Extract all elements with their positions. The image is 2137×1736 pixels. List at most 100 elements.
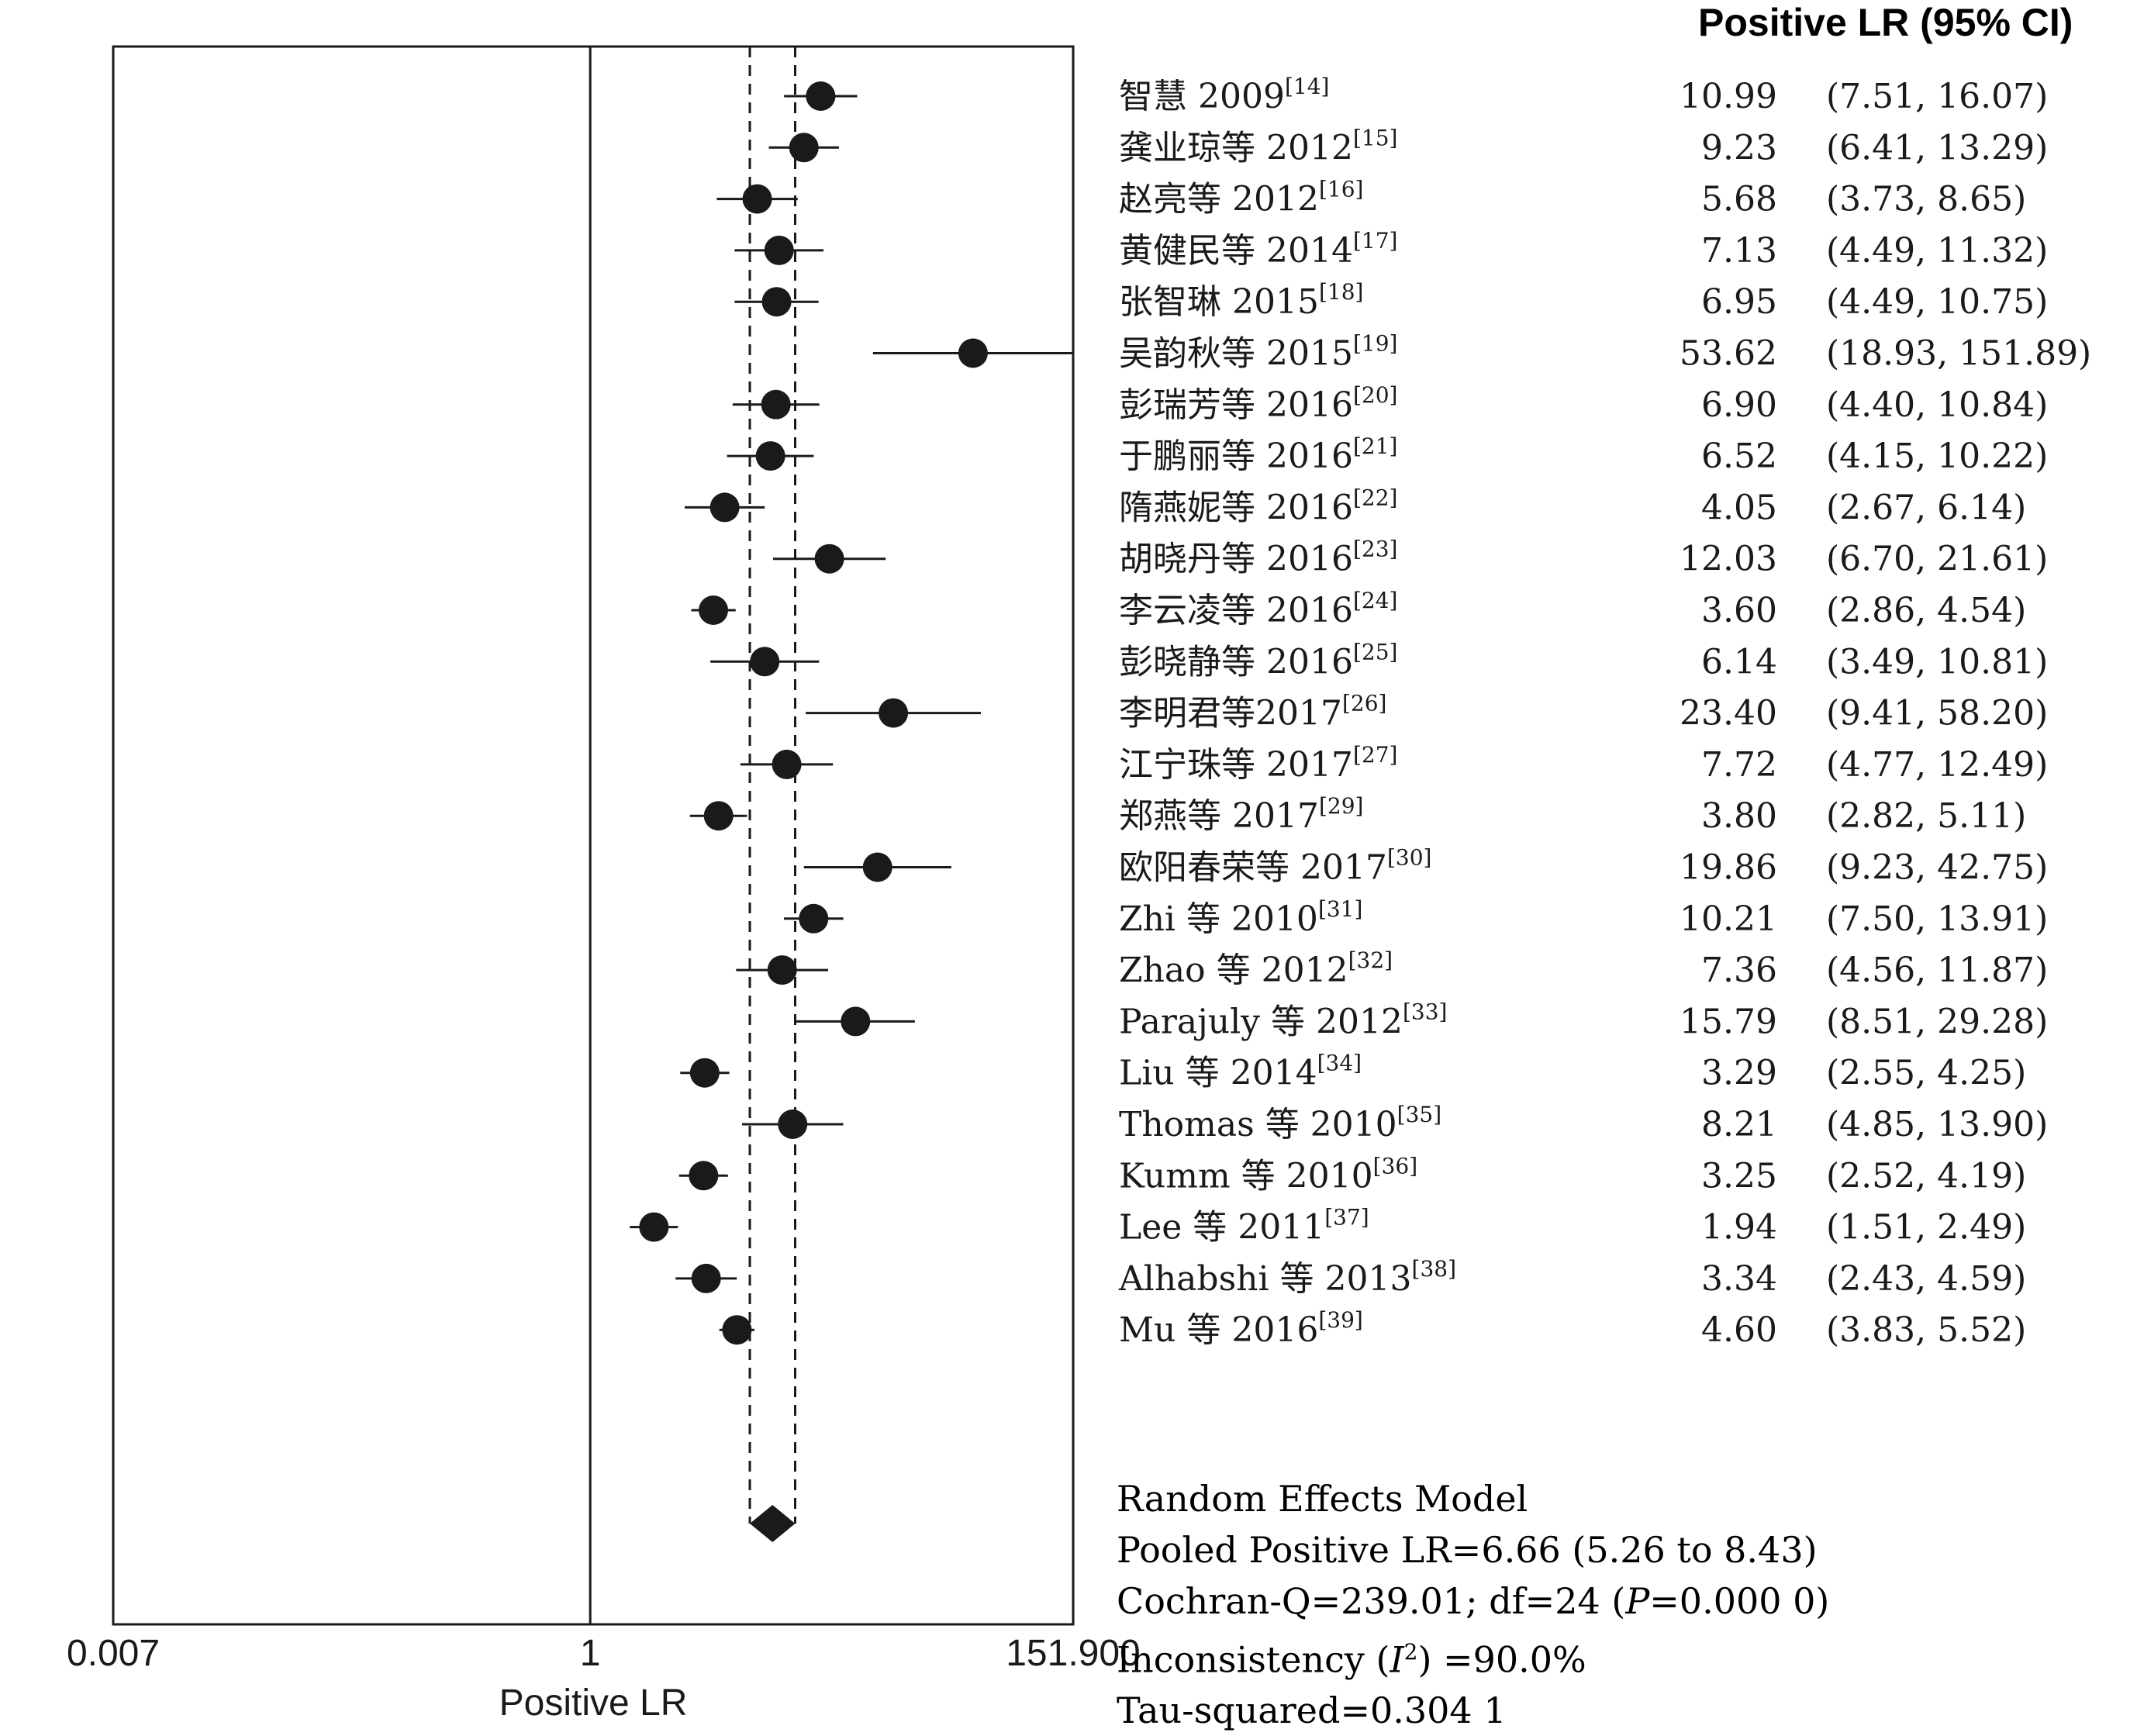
study-ref: [30] bbox=[1387, 845, 1431, 871]
study-label: 江宁珠等 2017[27] bbox=[1119, 742, 1397, 785]
study-name: 龚业琼等 2012 bbox=[1119, 128, 1353, 167]
study-name: 黄健民等 2014 bbox=[1119, 231, 1353, 271]
pooled-diamond bbox=[750, 1505, 796, 1542]
study-ref: [18] bbox=[1319, 279, 1363, 305]
study-ci: (6.41, 13.29) bbox=[1826, 128, 2048, 167]
study-name: 吴韵秋等 2015 bbox=[1119, 334, 1353, 374]
summary-inconsistency: Inconsistency (I2) =90.0% bbox=[1117, 1627, 1829, 1685]
study-estimate: 9.23 bbox=[1701, 128, 1777, 167]
summary-inconsistency-sup: 2 bbox=[1403, 1639, 1418, 1665]
study-ref: [35] bbox=[1397, 1102, 1441, 1127]
study-point bbox=[761, 389, 791, 419]
study-point bbox=[799, 903, 829, 934]
study-estimate: 7.36 bbox=[1701, 951, 1777, 990]
study-ref: [25] bbox=[1353, 639, 1397, 664]
study-ci: (4.49, 11.32) bbox=[1826, 231, 2048, 271]
study-label: Liu 等 2014[34] bbox=[1119, 1051, 1362, 1093]
study-estimate: 19.86 bbox=[1680, 848, 1777, 888]
study-point bbox=[699, 595, 729, 625]
study-name: Liu 等 2014 bbox=[1119, 1054, 1317, 1093]
summary-inconsistency-pre: Inconsistency ( bbox=[1117, 1638, 1390, 1681]
study-point bbox=[750, 647, 780, 677]
study-estimate: 12.03 bbox=[1680, 540, 1777, 579]
study-label: 赵亮等 2012[16] bbox=[1119, 177, 1363, 219]
study-ref: [32] bbox=[1348, 947, 1393, 973]
study-name: Zhi 等 2010 bbox=[1119, 899, 1318, 939]
study-ci: (2.86, 4.54) bbox=[1826, 591, 2026, 630]
study-label: 龚业琼等 2012[15] bbox=[1119, 125, 1397, 167]
study-estimate: 3.34 bbox=[1701, 1259, 1777, 1299]
study-ref: [16] bbox=[1319, 177, 1363, 202]
study-name: Parajuly 等 2012 bbox=[1119, 1002, 1403, 1041]
summary-cochran-post: =0.000 0) bbox=[1649, 1580, 1830, 1622]
study-point bbox=[689, 1161, 719, 1191]
study-estimate: 23.40 bbox=[1680, 694, 1777, 733]
study-name: Kumm 等 2010 bbox=[1119, 1156, 1373, 1196]
summary-model: Random Effects Model bbox=[1117, 1478, 1528, 1520]
study-ci: (1.51, 2.49) bbox=[1826, 1208, 2026, 1248]
summary-tau: Tau-squared=0.304 1 bbox=[1117, 1689, 1507, 1732]
study-estimate: 5.68 bbox=[1701, 180, 1777, 219]
study-name: 郑燕等 2017 bbox=[1119, 796, 1319, 836]
summary-cochran: Cochran-Q=239.01; df=24 (P=0.000 0) bbox=[1117, 1576, 1829, 1627]
study-name: Thomas 等 2010 bbox=[1119, 1105, 1397, 1144]
study-ref: [15] bbox=[1353, 125, 1397, 150]
study-marks bbox=[630, 81, 1073, 1345]
study-name: 李明君等2017 bbox=[1119, 694, 1342, 733]
study-estimate: 7.72 bbox=[1701, 745, 1777, 785]
summary-cochran-pre: Cochran-Q=239.01; df=24 ( bbox=[1117, 1580, 1626, 1622]
study-estimate: 6.90 bbox=[1701, 385, 1777, 425]
study-label: 欧阳春荣等 2017[30] bbox=[1119, 845, 1431, 888]
study-label: Parajuly 等 2012[33] bbox=[1119, 999, 1447, 1041]
summary-cochran-p: P bbox=[1625, 1580, 1650, 1622]
study-ref: [22] bbox=[1353, 485, 1397, 510]
study-ci: (2.82, 5.11) bbox=[1826, 796, 2026, 836]
study-ci: (18.93, 151.89) bbox=[1826, 334, 2091, 374]
study-ref: [38] bbox=[1412, 1256, 1456, 1282]
study-label: 于鹏丽等 2016[21] bbox=[1119, 433, 1397, 476]
study-ref: [36] bbox=[1373, 1153, 1417, 1179]
study-point bbox=[772, 749, 802, 779]
study-point bbox=[691, 1263, 721, 1293]
study-name: 于鹏丽等 2016 bbox=[1119, 437, 1353, 476]
study-label: 黄健民等 2014[17] bbox=[1119, 228, 1397, 271]
study-point bbox=[761, 287, 792, 317]
study-label: 隋燕妮等 2016[22] bbox=[1119, 485, 1397, 527]
study-name: 张智琳 2015 bbox=[1119, 282, 1319, 322]
study-estimate: 15.79 bbox=[1680, 1002, 1777, 1041]
study-ref: [17] bbox=[1353, 228, 1397, 254]
study-name: 江宁珠等 2017 bbox=[1119, 745, 1353, 785]
study-label: 彭瑞芳等 2016[20] bbox=[1119, 382, 1397, 425]
x-tick-label: 0.007 bbox=[67, 1633, 160, 1674]
pooled-diamond-group bbox=[750, 1505, 796, 1542]
plot-frame bbox=[112, 45, 1075, 1626]
study-point bbox=[806, 81, 836, 111]
study-point bbox=[689, 1058, 720, 1088]
study-estimate: 3.25 bbox=[1701, 1156, 1777, 1196]
study-estimate: 3.29 bbox=[1701, 1054, 1777, 1093]
x-tick-label: 151.900 bbox=[1006, 1633, 1141, 1674]
study-name: Lee 等 2011 bbox=[1119, 1208, 1324, 1248]
study-point bbox=[778, 1110, 808, 1139]
study-ref: [23] bbox=[1353, 537, 1397, 562]
study-ci: (4.40, 10.84) bbox=[1826, 385, 2048, 425]
study-name: Mu 等 2016 bbox=[1119, 1310, 1318, 1350]
study-ref: [14] bbox=[1285, 74, 1329, 99]
study-estimate: 6.14 bbox=[1701, 642, 1777, 682]
study-ci: (8.51, 29.28) bbox=[1826, 1002, 2048, 1041]
summary-pooled: Pooled Positive LR=6.66 (5.26 to 8.43) bbox=[1117, 1529, 1818, 1571]
study-name: Alhabshi 等 2013 bbox=[1118, 1259, 1412, 1299]
study-ci: (3.83, 5.52) bbox=[1826, 1310, 2026, 1350]
study-ci: (9.41, 58.20) bbox=[1826, 694, 2048, 733]
study-name: 赵亮等 2012 bbox=[1119, 180, 1319, 219]
study-estimate: 53.62 bbox=[1680, 334, 1777, 374]
study-point bbox=[703, 801, 734, 831]
study-label: 胡晓丹等 2016[23] bbox=[1119, 537, 1397, 579]
study-estimate: 4.60 bbox=[1701, 1310, 1777, 1350]
study-point bbox=[841, 1006, 871, 1037]
reference-lines bbox=[589, 47, 797, 1624]
study-label: Mu 等 2016[39] bbox=[1119, 1307, 1363, 1350]
study-label: Zhao 等 2012[32] bbox=[1119, 947, 1393, 990]
study-ci: (4.56, 11.87) bbox=[1826, 951, 2048, 990]
